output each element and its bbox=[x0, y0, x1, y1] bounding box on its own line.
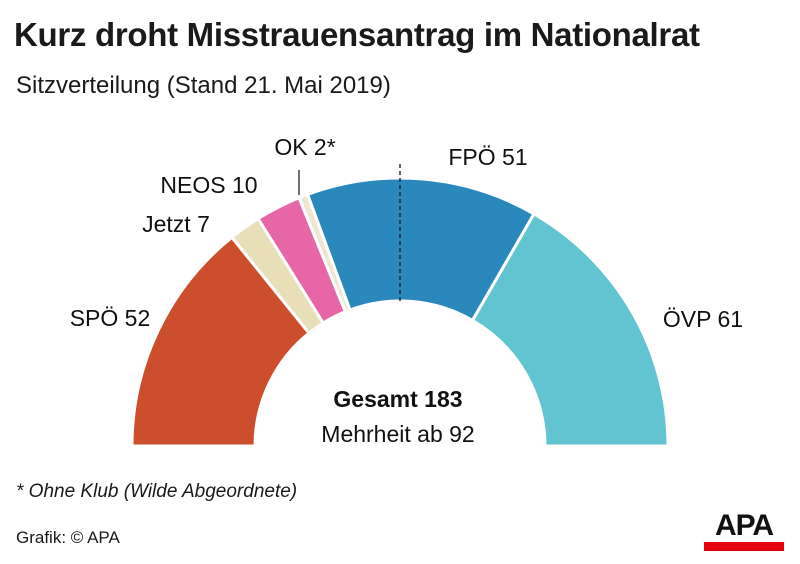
seat-distribution-chart: SPÖ 52 Jetzt 7 NEOS 10 OK 2* FPÖ 51 ÖVP 61 Ge… bbox=[70, 134, 743, 448]
chart-subtitle: Sitzverteilung (Stand 21. Mai 2019) bbox=[16, 72, 391, 99]
label-ok: OK 2* bbox=[274, 134, 335, 160]
label-fpx: FPÖ 51 bbox=[448, 144, 527, 170]
center-total-label: Gesamt 183 bbox=[333, 386, 462, 412]
slice-fpx bbox=[305, 176, 537, 323]
label-neos: NEOS 10 bbox=[160, 172, 257, 198]
slice-xvp bbox=[470, 211, 670, 448]
center-majority-label: Mehrheit ab 92 bbox=[321, 421, 474, 447]
apa-logo-bar bbox=[704, 542, 784, 551]
label-xvp: ÖVP 61 bbox=[663, 306, 743, 332]
chart-title: Kurz droht Misstrauensantrag im National… bbox=[14, 16, 700, 53]
label-jetzt: Jetzt 7 bbox=[142, 211, 210, 237]
footnote: * Ohne Klub (Wilde Abgeordnete) bbox=[16, 481, 298, 502]
slice-spx bbox=[130, 235, 312, 448]
label-spx: SPÖ 52 bbox=[70, 305, 151, 331]
source-credit: Grafik: © APA bbox=[16, 528, 120, 547]
apa-logo-text: APA bbox=[714, 509, 774, 542]
apa-logo: APA bbox=[704, 509, 784, 551]
